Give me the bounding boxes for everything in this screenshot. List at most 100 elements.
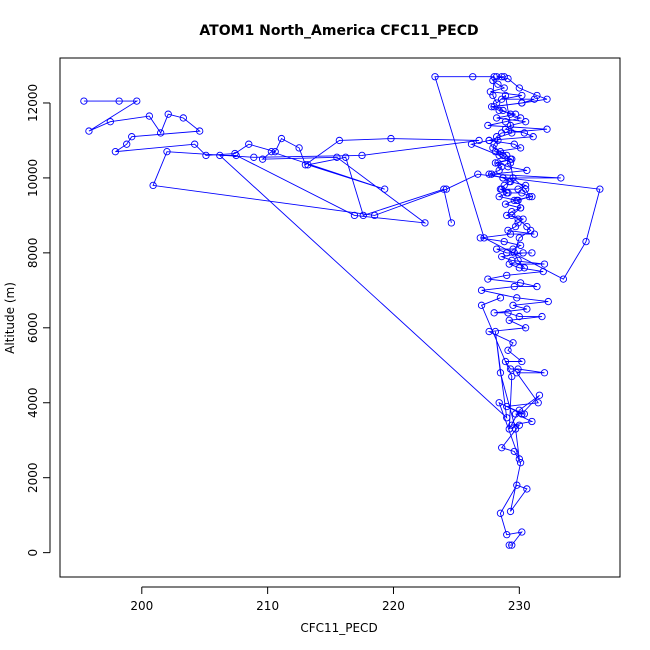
- data-point: [513, 294, 521, 302]
- data-point: [528, 417, 536, 426]
- data-point: [519, 249, 527, 257]
- data-point: [582, 237, 590, 246]
- data-point: [477, 301, 486, 309]
- data-point: [506, 365, 515, 373]
- data-point: [495, 399, 503, 407]
- data-point: [494, 159, 502, 167]
- data-point: [359, 211, 367, 220]
- data-point: [515, 264, 523, 272]
- data-point: [498, 185, 506, 193]
- data-point: [529, 133, 537, 141]
- series-2: [216, 148, 544, 463]
- data-point: [510, 249, 518, 257]
- data-point: [510, 447, 518, 456]
- data-point: [516, 144, 525, 152]
- data-point: [500, 73, 508, 81]
- data-point: [128, 133, 136, 141]
- data-point: [506, 507, 515, 516]
- data-point: [350, 211, 359, 220]
- data-point: [500, 181, 508, 190]
- data-point: [111, 148, 120, 156]
- data-point: [515, 406, 523, 414]
- data-point: [509, 339, 517, 347]
- data-point: [498, 95, 506, 103]
- data-point: [523, 305, 531, 313]
- y-tick-label: 10000: [26, 159, 40, 197]
- y-tick-label: 2000: [26, 462, 40, 493]
- data-point: [515, 312, 523, 321]
- data-point: [333, 153, 341, 161]
- data-point: [489, 76, 497, 85]
- data-point: [202, 151, 210, 160]
- chart-title: ATOM1 North_America CFC11_PECD: [199, 23, 478, 39]
- data-point: [85, 127, 93, 135]
- data-point: [516, 241, 525, 250]
- data-point: [506, 230, 515, 238]
- data-point: [505, 425, 513, 433]
- data-point: [498, 252, 506, 261]
- data-point: [440, 185, 448, 193]
- data-point: [596, 185, 604, 193]
- data-point: [518, 410, 526, 418]
- data-point: [515, 455, 523, 463]
- data-point: [493, 245, 501, 253]
- data-point: [484, 121, 492, 130]
- x-axis-label: CFC11_PECD: [300, 621, 377, 635]
- data-point: [231, 149, 239, 158]
- data-point: [504, 189, 512, 197]
- series-line: [218, 151, 540, 460]
- data-point: [520, 129, 529, 137]
- data-point: [447, 219, 456, 227]
- data-point: [506, 159, 515, 167]
- data-point: [490, 309, 498, 317]
- data-point: [495, 192, 503, 201]
- data-point: [514, 219, 522, 227]
- data-point: [515, 84, 523, 92]
- data-point: [521, 118, 530, 126]
- data-point: [191, 140, 199, 148]
- data-point: [485, 170, 493, 178]
- data-point: [498, 163, 506, 171]
- data-point: [527, 226, 535, 235]
- data-point: [515, 234, 523, 242]
- data-point: [304, 161, 312, 169]
- data-point: [504, 74, 512, 83]
- data-point: [544, 297, 552, 306]
- data-point: [505, 541, 513, 549]
- data-point: [509, 301, 517, 309]
- y-tick-label: 12000: [26, 84, 40, 122]
- plot-frame: [59, 57, 621, 578]
- data-point: [474, 170, 482, 178]
- data-point: [540, 260, 549, 268]
- data-point: [523, 485, 531, 493]
- data-point: [496, 148, 505, 156]
- data-point: [513, 481, 521, 489]
- data-point: [358, 151, 366, 160]
- data-point: [523, 166, 531, 175]
- data-point: [145, 112, 153, 120]
- data-point: [510, 282, 518, 291]
- data-point: [504, 309, 512, 317]
- data-point: [501, 125, 510, 133]
- data-point: [196, 127, 204, 135]
- data-point: [514, 215, 522, 223]
- data-point: [493, 99, 501, 107]
- data-point: [501, 200, 510, 208]
- data-point: [267, 148, 276, 156]
- data-point: [496, 509, 505, 517]
- data-point: [179, 114, 187, 122]
- data-point: [518, 99, 526, 107]
- data-point: [509, 245, 517, 253]
- data-point: [501, 357, 510, 366]
- data-point: [516, 204, 525, 212]
- data-point: [523, 222, 531, 231]
- data-point: [535, 391, 544, 399]
- data-point: [505, 260, 513, 268]
- data-point: [520, 264, 529, 272]
- data-point: [503, 531, 511, 539]
- data-point: [490, 140, 498, 148]
- data-point: [557, 174, 565, 182]
- data-point: [533, 282, 541, 291]
- data-point: [504, 226, 512, 235]
